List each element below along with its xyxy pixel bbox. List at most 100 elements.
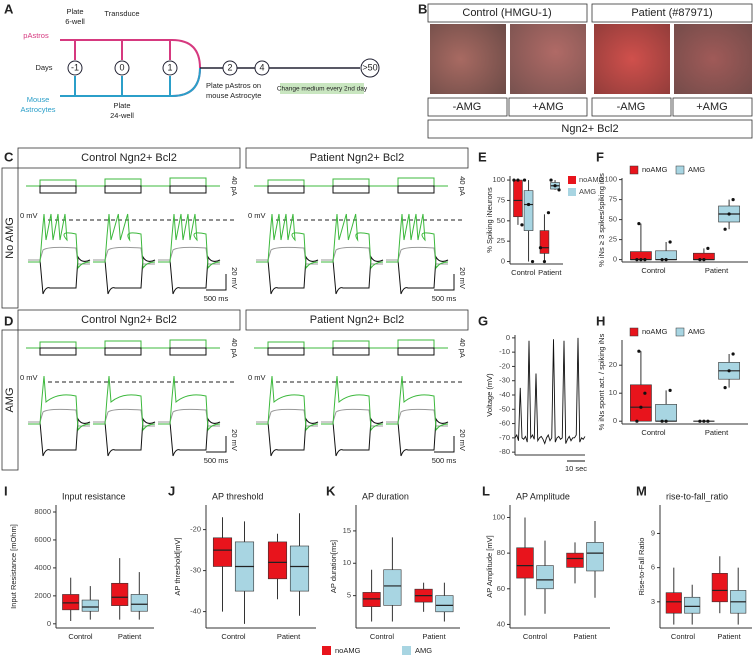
legend-swatch xyxy=(675,327,685,337)
y-tick-label: 6000 xyxy=(34,535,51,544)
trace-green xyxy=(386,375,449,432)
trace-gray xyxy=(386,246,448,265)
group-label: Patient (#87971) xyxy=(631,7,712,19)
mouse-label: Astrocytes xyxy=(20,105,55,114)
plate-bottom: 24-well xyxy=(110,111,134,120)
trace-black xyxy=(321,255,384,295)
condition-label: No AMG xyxy=(4,217,16,259)
y-tick-label: 2000 xyxy=(34,591,51,600)
y-tick-label: -20 xyxy=(499,361,510,370)
legend-label: noAMG xyxy=(579,175,605,184)
condition-box xyxy=(1,329,19,471)
point xyxy=(639,405,643,409)
box xyxy=(586,542,604,572)
point xyxy=(637,222,641,226)
panel-letters: A B C D E F G H I J K L M xyxy=(4,1,647,498)
group-box xyxy=(591,3,753,23)
y-axis-label: AP threshold[mV] xyxy=(173,537,182,595)
point xyxy=(731,352,735,356)
point xyxy=(520,223,524,227)
zero-label: 0 mV xyxy=(20,373,38,382)
current-step xyxy=(397,185,435,194)
point xyxy=(516,178,520,182)
pink-ticks xyxy=(74,40,171,60)
point xyxy=(635,258,639,262)
medium-label: Change medium every 2nd day xyxy=(277,86,368,93)
box xyxy=(655,404,677,422)
point xyxy=(530,259,535,264)
current-step xyxy=(267,179,305,187)
day-label: 1 xyxy=(167,62,172,72)
legend-label: noAMG xyxy=(642,327,668,336)
box xyxy=(111,582,129,606)
footer-box xyxy=(427,119,753,139)
x-tick-label: Control xyxy=(221,632,246,641)
trace-black xyxy=(256,255,319,295)
trace-green xyxy=(256,213,319,270)
y-tick-label: 50 xyxy=(497,216,505,225)
day-label: >50 xyxy=(362,62,377,72)
y-tick-label: 40 xyxy=(497,619,505,628)
point xyxy=(549,178,553,182)
current-step xyxy=(267,341,305,349)
panel-letter: L xyxy=(482,483,490,498)
plate-bottom: Plate xyxy=(113,101,130,110)
trace-black xyxy=(28,417,91,457)
trace-black xyxy=(386,417,449,457)
current-step xyxy=(104,340,142,349)
blue-ticks xyxy=(74,76,171,96)
scale-bar xyxy=(434,436,455,453)
legend-swatch xyxy=(402,646,411,655)
y-tick-label: 3 xyxy=(651,597,655,606)
point xyxy=(706,419,710,423)
current-step xyxy=(267,185,305,194)
condition-box xyxy=(1,167,19,309)
cond-box xyxy=(427,97,508,117)
panel-letter: E xyxy=(478,149,487,164)
point xyxy=(660,258,664,262)
header-box xyxy=(17,147,241,169)
trace-black xyxy=(93,417,156,457)
panel-letter: F xyxy=(596,149,604,164)
plate-top: Plate xyxy=(66,7,83,16)
current-step xyxy=(39,185,77,194)
x-tick-label: Patient xyxy=(538,268,562,277)
cond-box xyxy=(508,97,588,117)
current-step xyxy=(169,177,207,187)
x-tick-label: Control xyxy=(370,632,395,641)
legend-swatch xyxy=(629,165,639,175)
header-box xyxy=(245,147,469,169)
trace-black xyxy=(256,417,319,457)
chart-title: AP Amplitude xyxy=(516,491,570,501)
panel-letter: B xyxy=(418,1,427,16)
y-tick-label: 0 xyxy=(47,619,51,628)
micrograph xyxy=(510,24,586,94)
trace-green xyxy=(158,375,221,432)
current-step xyxy=(397,177,435,187)
footer-label: Ngn2+ Bcl2 xyxy=(561,123,618,135)
y-tick-label: -30 xyxy=(190,566,201,575)
current-step xyxy=(39,341,77,349)
current-step xyxy=(39,179,77,187)
trace-green xyxy=(256,375,319,432)
cond-label: +AMG xyxy=(532,101,563,113)
current-step xyxy=(104,185,142,194)
legend-label: AMG xyxy=(688,165,705,174)
trace-green xyxy=(28,213,91,270)
point xyxy=(702,419,706,423)
current-step xyxy=(332,185,370,194)
trace-green xyxy=(321,375,384,432)
box xyxy=(362,592,381,607)
point xyxy=(546,211,551,215)
y-tick-label: 4000 xyxy=(34,563,51,572)
point xyxy=(727,369,731,373)
x-tick-label: Patient xyxy=(705,428,729,437)
y-tick-label: -40 xyxy=(499,390,510,399)
time-scale: 500 ms xyxy=(432,456,457,465)
x-tick-label: Patient xyxy=(277,632,301,641)
y-tick-label: -20 xyxy=(190,525,201,534)
y-axis-label: % Spiking iNeurons xyxy=(485,187,494,253)
box xyxy=(539,230,550,254)
trace-green xyxy=(93,375,156,432)
